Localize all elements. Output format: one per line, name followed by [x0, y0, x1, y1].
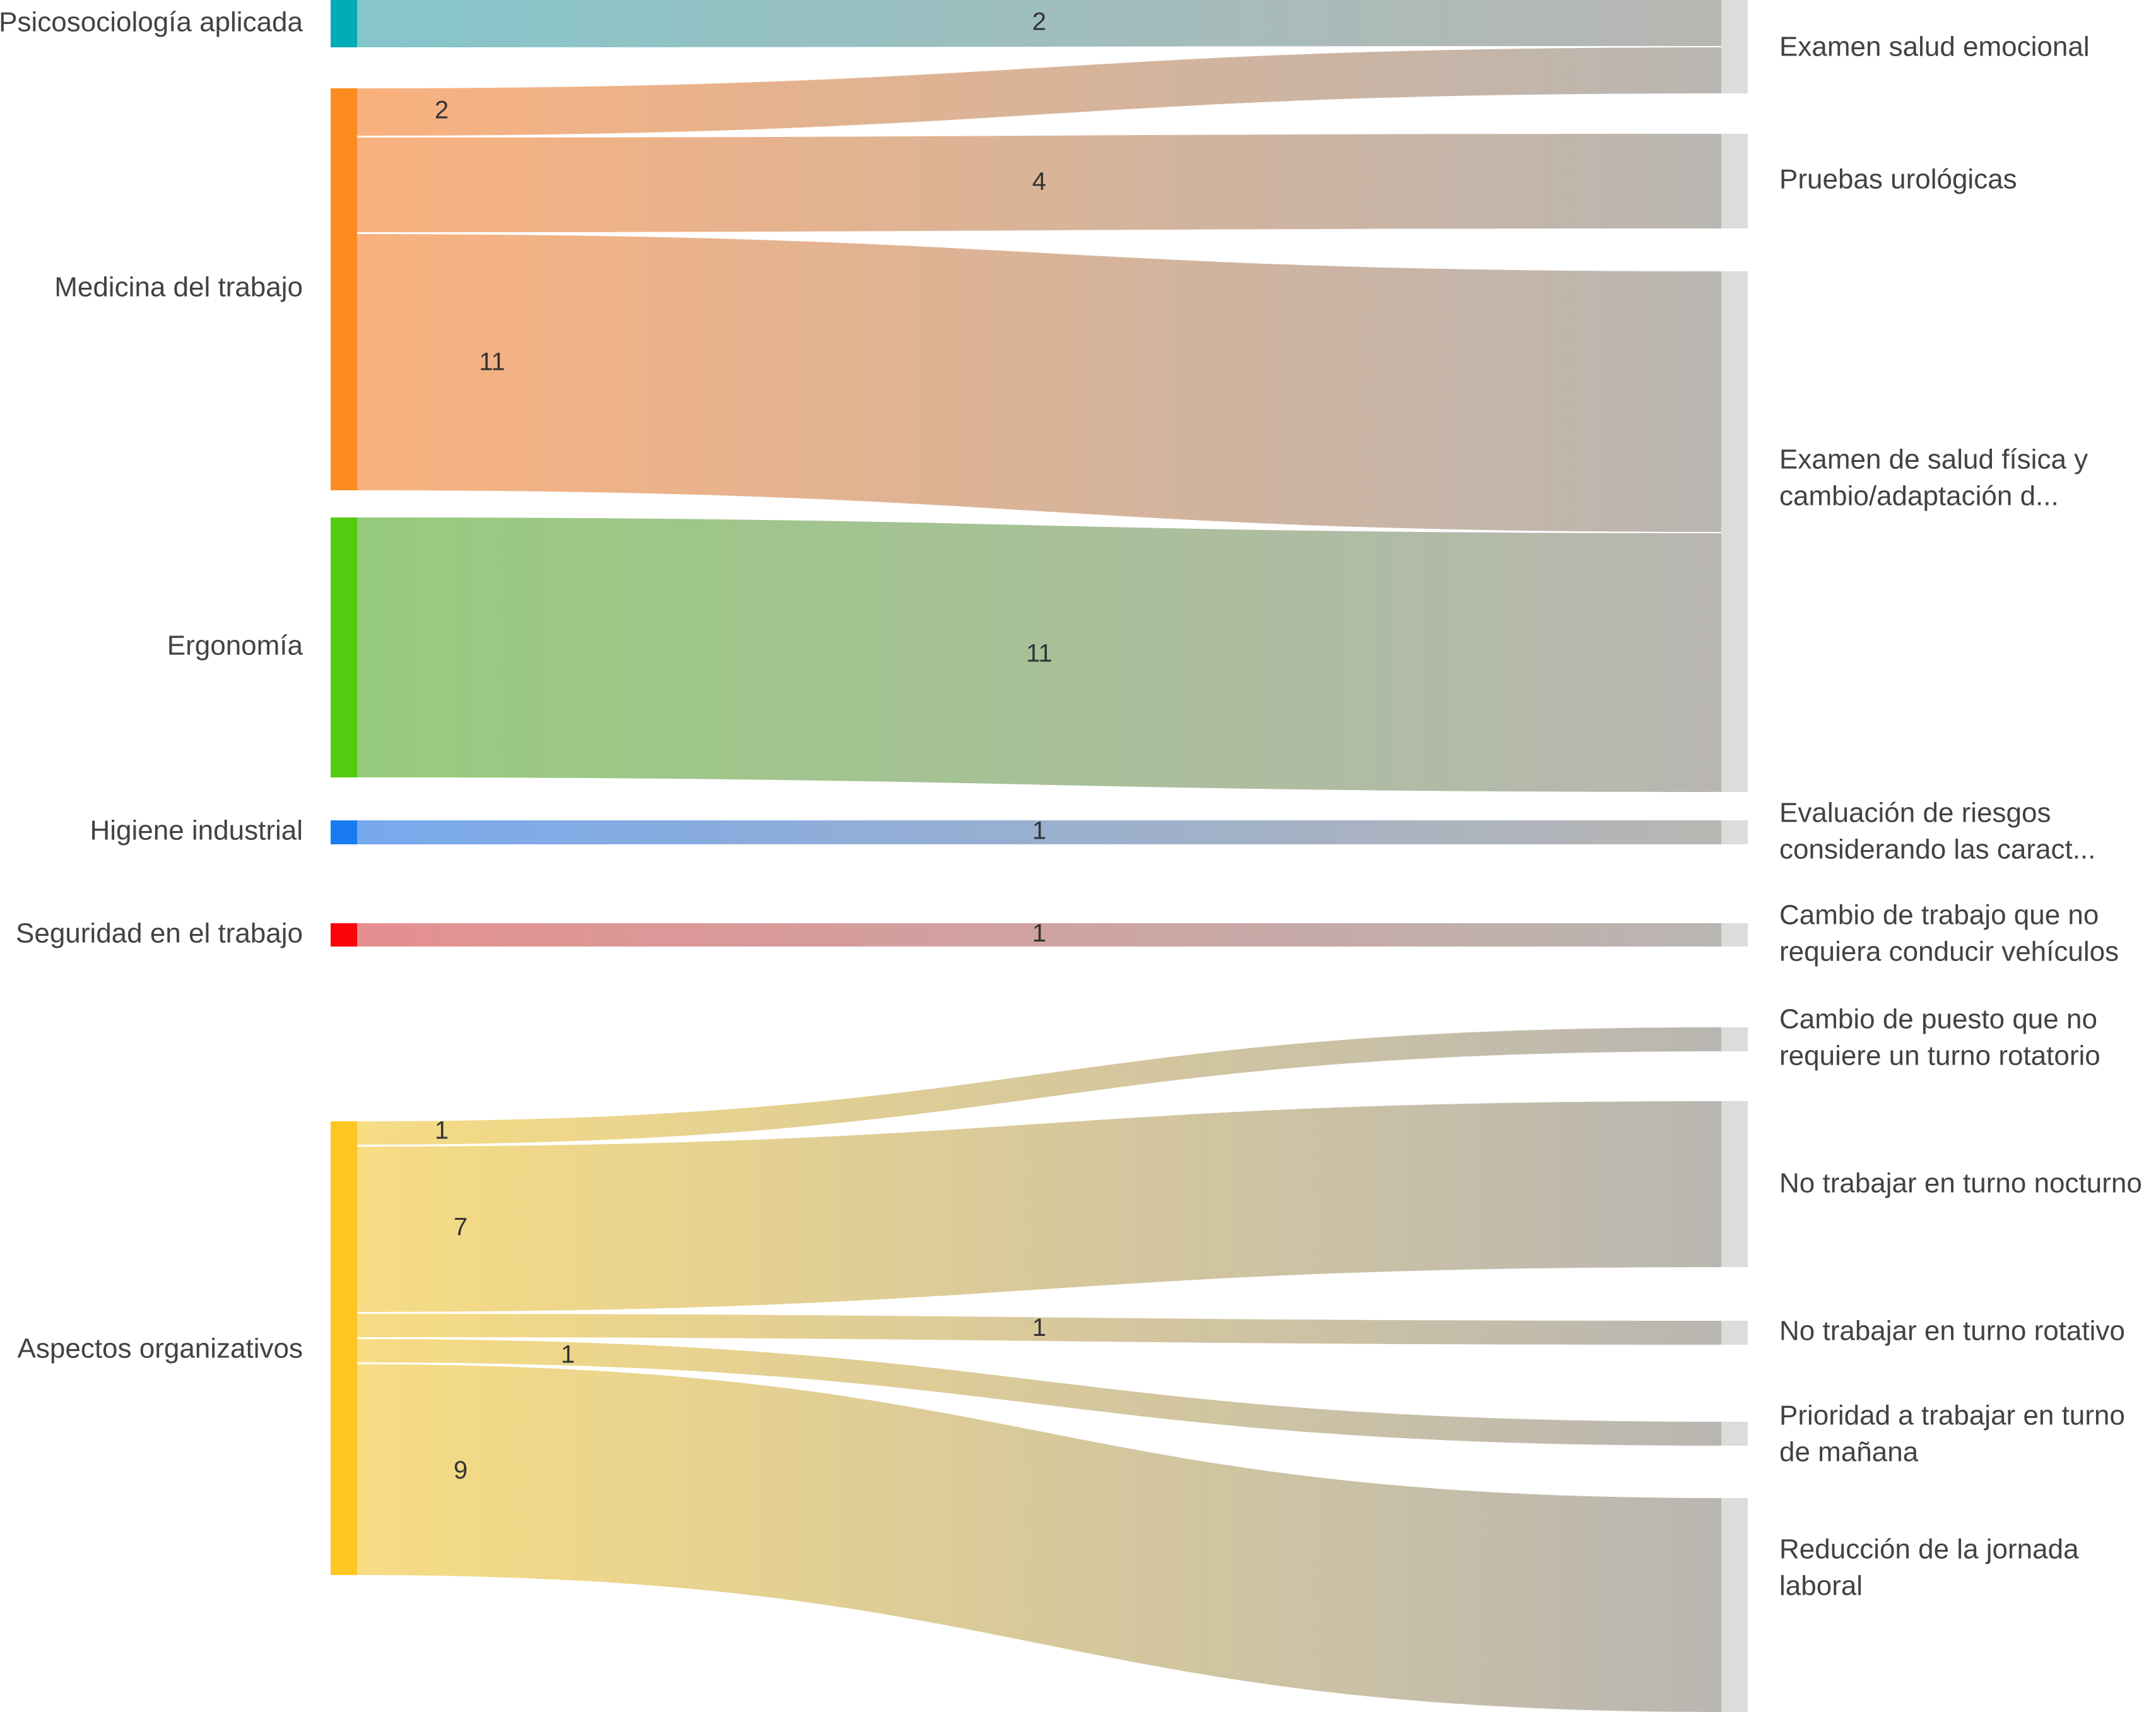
flow-value-label: 7	[454, 1213, 468, 1241]
node-label-ergonomia: Ergonomía	[167, 630, 303, 661]
node-label-cambio-puesto-line-2: requiere un turno rotatorio	[1779, 1041, 2100, 1071]
sankey-node-cambio-puesto[interactable]	[1721, 1027, 1748, 1051]
node-label-reduccion-jornada-line-2: laboral	[1779, 1571, 1863, 1602]
flow-value-label: 11	[1026, 640, 1052, 668]
node-label-examen-emocional: Examen salud emocional	[1779, 32, 2090, 62]
sankey-node-medicina[interactable]	[331, 88, 357, 490]
sankey-node-examen-fisica[interactable]	[1721, 271, 1748, 792]
sankey-link-ergonomia-to-examen-fisica[interactable]	[357, 517, 1721, 792]
node-label-cambio-puesto-line-1: Cambio de puesto que no	[1779, 1004, 2097, 1035]
links-layer	[357, 0, 1721, 1712]
node-label-seguridad: Seguridad en el trabajo	[16, 918, 303, 949]
node-label-aspectos: Aspectos organizativos	[18, 1333, 303, 1364]
node-label-examen-fisica-line-1: Examen de salud física y	[1779, 444, 2088, 475]
node-label-evaluacion-riesgos-line-2: considerando las caract...	[1779, 834, 2095, 865]
sankey-node-examen-emocional[interactable]	[1721, 0, 1748, 93]
node-label-cambio-trabajo-line-2: requiera conducir vehículos	[1779, 936, 2119, 967]
nodes-layer	[331, 0, 1748, 1712]
node-label-cambio-trabajo-line-1: Cambio de trabajo que no	[1779, 900, 2099, 931]
flow-value-label: 1	[435, 1116, 449, 1144]
sankey-link-medicina-to-examen-emocional[interactable]	[357, 47, 1721, 136]
sankey-node-psicosociologia[interactable]	[331, 0, 357, 47]
sankey-node-reduccion-jornada[interactable]	[1721, 1498, 1748, 1712]
sankey-node-prioridad-manana[interactable]	[1721, 1422, 1748, 1446]
node-label-higiene: Higiene industrial	[90, 815, 303, 846]
sankey-node-higiene[interactable]	[331, 820, 357, 844]
flow-value-label: 4	[1032, 168, 1046, 196]
flow-value-label: 1	[1032, 919, 1046, 947]
sankey-link-aspectos-to-turno-nocturno[interactable]	[357, 1101, 1721, 1312]
sankey-link-seguridad-to-cambio-trabajo[interactable]	[357, 923, 1721, 947]
node-label-turno-nocturno: No trabajar en turno nocturno	[1779, 1168, 2142, 1199]
flow-value-label: 2	[435, 96, 449, 124]
sankey-node-turno-nocturno[interactable]	[1721, 1101, 1748, 1267]
sankey-link-aspectos-to-turno-rotativo[interactable]	[357, 1314, 1721, 1345]
sankey-link-medicina-to-pruebas-urologicas[interactable]	[357, 134, 1721, 232]
node-label-prioridad-manana-line-1: Prioridad a trabajar en turno	[1779, 1400, 2125, 1431]
sankey-link-psicosociologia-to-examen-emocional[interactable]	[357, 0, 1721, 47]
sankey-node-aspectos[interactable]	[331, 1121, 357, 1575]
sankey-node-turno-rotativo[interactable]	[1721, 1321, 1748, 1345]
flow-value-label: 1	[1032, 1314, 1046, 1342]
sankey-node-cambio-trabajo[interactable]	[1721, 923, 1748, 947]
flow-value-label: 1	[561, 1341, 575, 1369]
sankey-node-pruebas-urologicas[interactable]	[1721, 134, 1748, 228]
sankey-link-aspectos-to-reduccion-jornada[interactable]	[357, 1364, 1721, 1712]
sankey-link-medicina-to-examen-fisica[interactable]	[357, 234, 1721, 532]
node-label-examen-fisica-line-2: cambio/adaptación d...	[1779, 481, 2059, 512]
flow-value-label: 9	[454, 1456, 468, 1484]
node-label-turno-rotativo: No trabajar en turno rotativo	[1779, 1316, 2125, 1347]
sankey-node-seguridad[interactable]	[331, 923, 357, 947]
sankey-link-aspectos-to-prioridad-manana[interactable]	[357, 1339, 1721, 1446]
flow-value-label: 1	[1032, 817, 1046, 845]
sankey-link-higiene-to-evaluacion-riesgos[interactable]	[357, 820, 1721, 844]
node-label-prioridad-manana-line-2: de mañana	[1779, 1437, 1919, 1468]
node-label-psicosociologia: Psicosociología aplicada	[0, 7, 303, 38]
node-label-evaluacion-riesgos-line-1: Evaluación de riesgos	[1779, 798, 2051, 829]
sankey-link-aspectos-to-cambio-puesto[interactable]	[357, 1027, 1721, 1145]
node-label-pruebas-urologicas: Pruebas urológicas	[1779, 164, 2017, 195]
sankey-node-ergonomia[interactable]	[331, 517, 357, 777]
node-label-medicina: Medicina del trabajo	[54, 272, 303, 303]
flow-value-label: 11	[479, 348, 505, 375]
node-label-reduccion-jornada-line-1: Reducción de la jornada	[1779, 1534, 2079, 1565]
flow-value-label: 2	[1032, 8, 1046, 36]
sankey-node-evaluacion-riesgos[interactable]	[1721, 820, 1748, 844]
